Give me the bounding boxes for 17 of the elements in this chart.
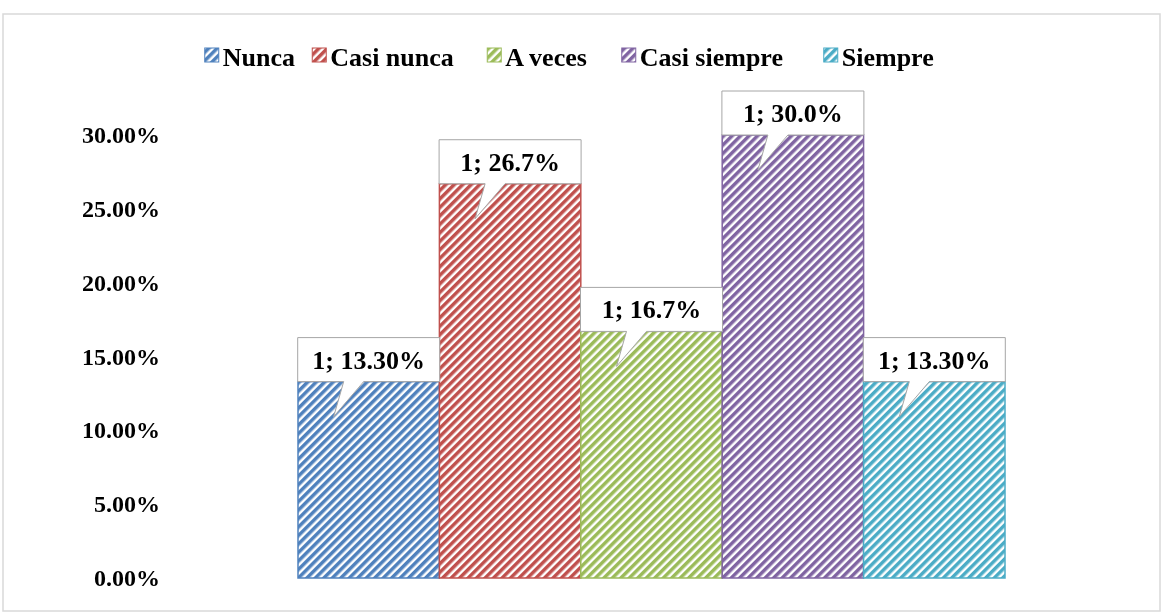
legend-label: Nunca [222, 43, 295, 72]
legend-label: A veces [505, 43, 587, 72]
y-tick-label: 30.00% [82, 122, 160, 148]
legend-label: Casi nunca [330, 43, 454, 72]
y-tick-label: 10.00% [82, 417, 160, 444]
y-tick-label: 25.00% [82, 195, 160, 222]
data-label: 1; 13.30% [877, 345, 991, 375]
legend-label: Casi siempre [639, 43, 783, 72]
data-label: 1; 26.7% [460, 147, 560, 177]
y-tick-label: 5.00% [94, 491, 160, 518]
data-label: 1; 13.30% [312, 345, 426, 375]
y-tick-label: 20.00% [82, 269, 160, 296]
legend-label: Siempre [841, 43, 934, 72]
data-label: 1; 30.0% [743, 99, 843, 128]
data-label: 1; 16.7% [601, 295, 702, 325]
y-tick-label: 15.00% [82, 343, 160, 370]
y-tick-label: 0.00% [94, 565, 160, 591]
